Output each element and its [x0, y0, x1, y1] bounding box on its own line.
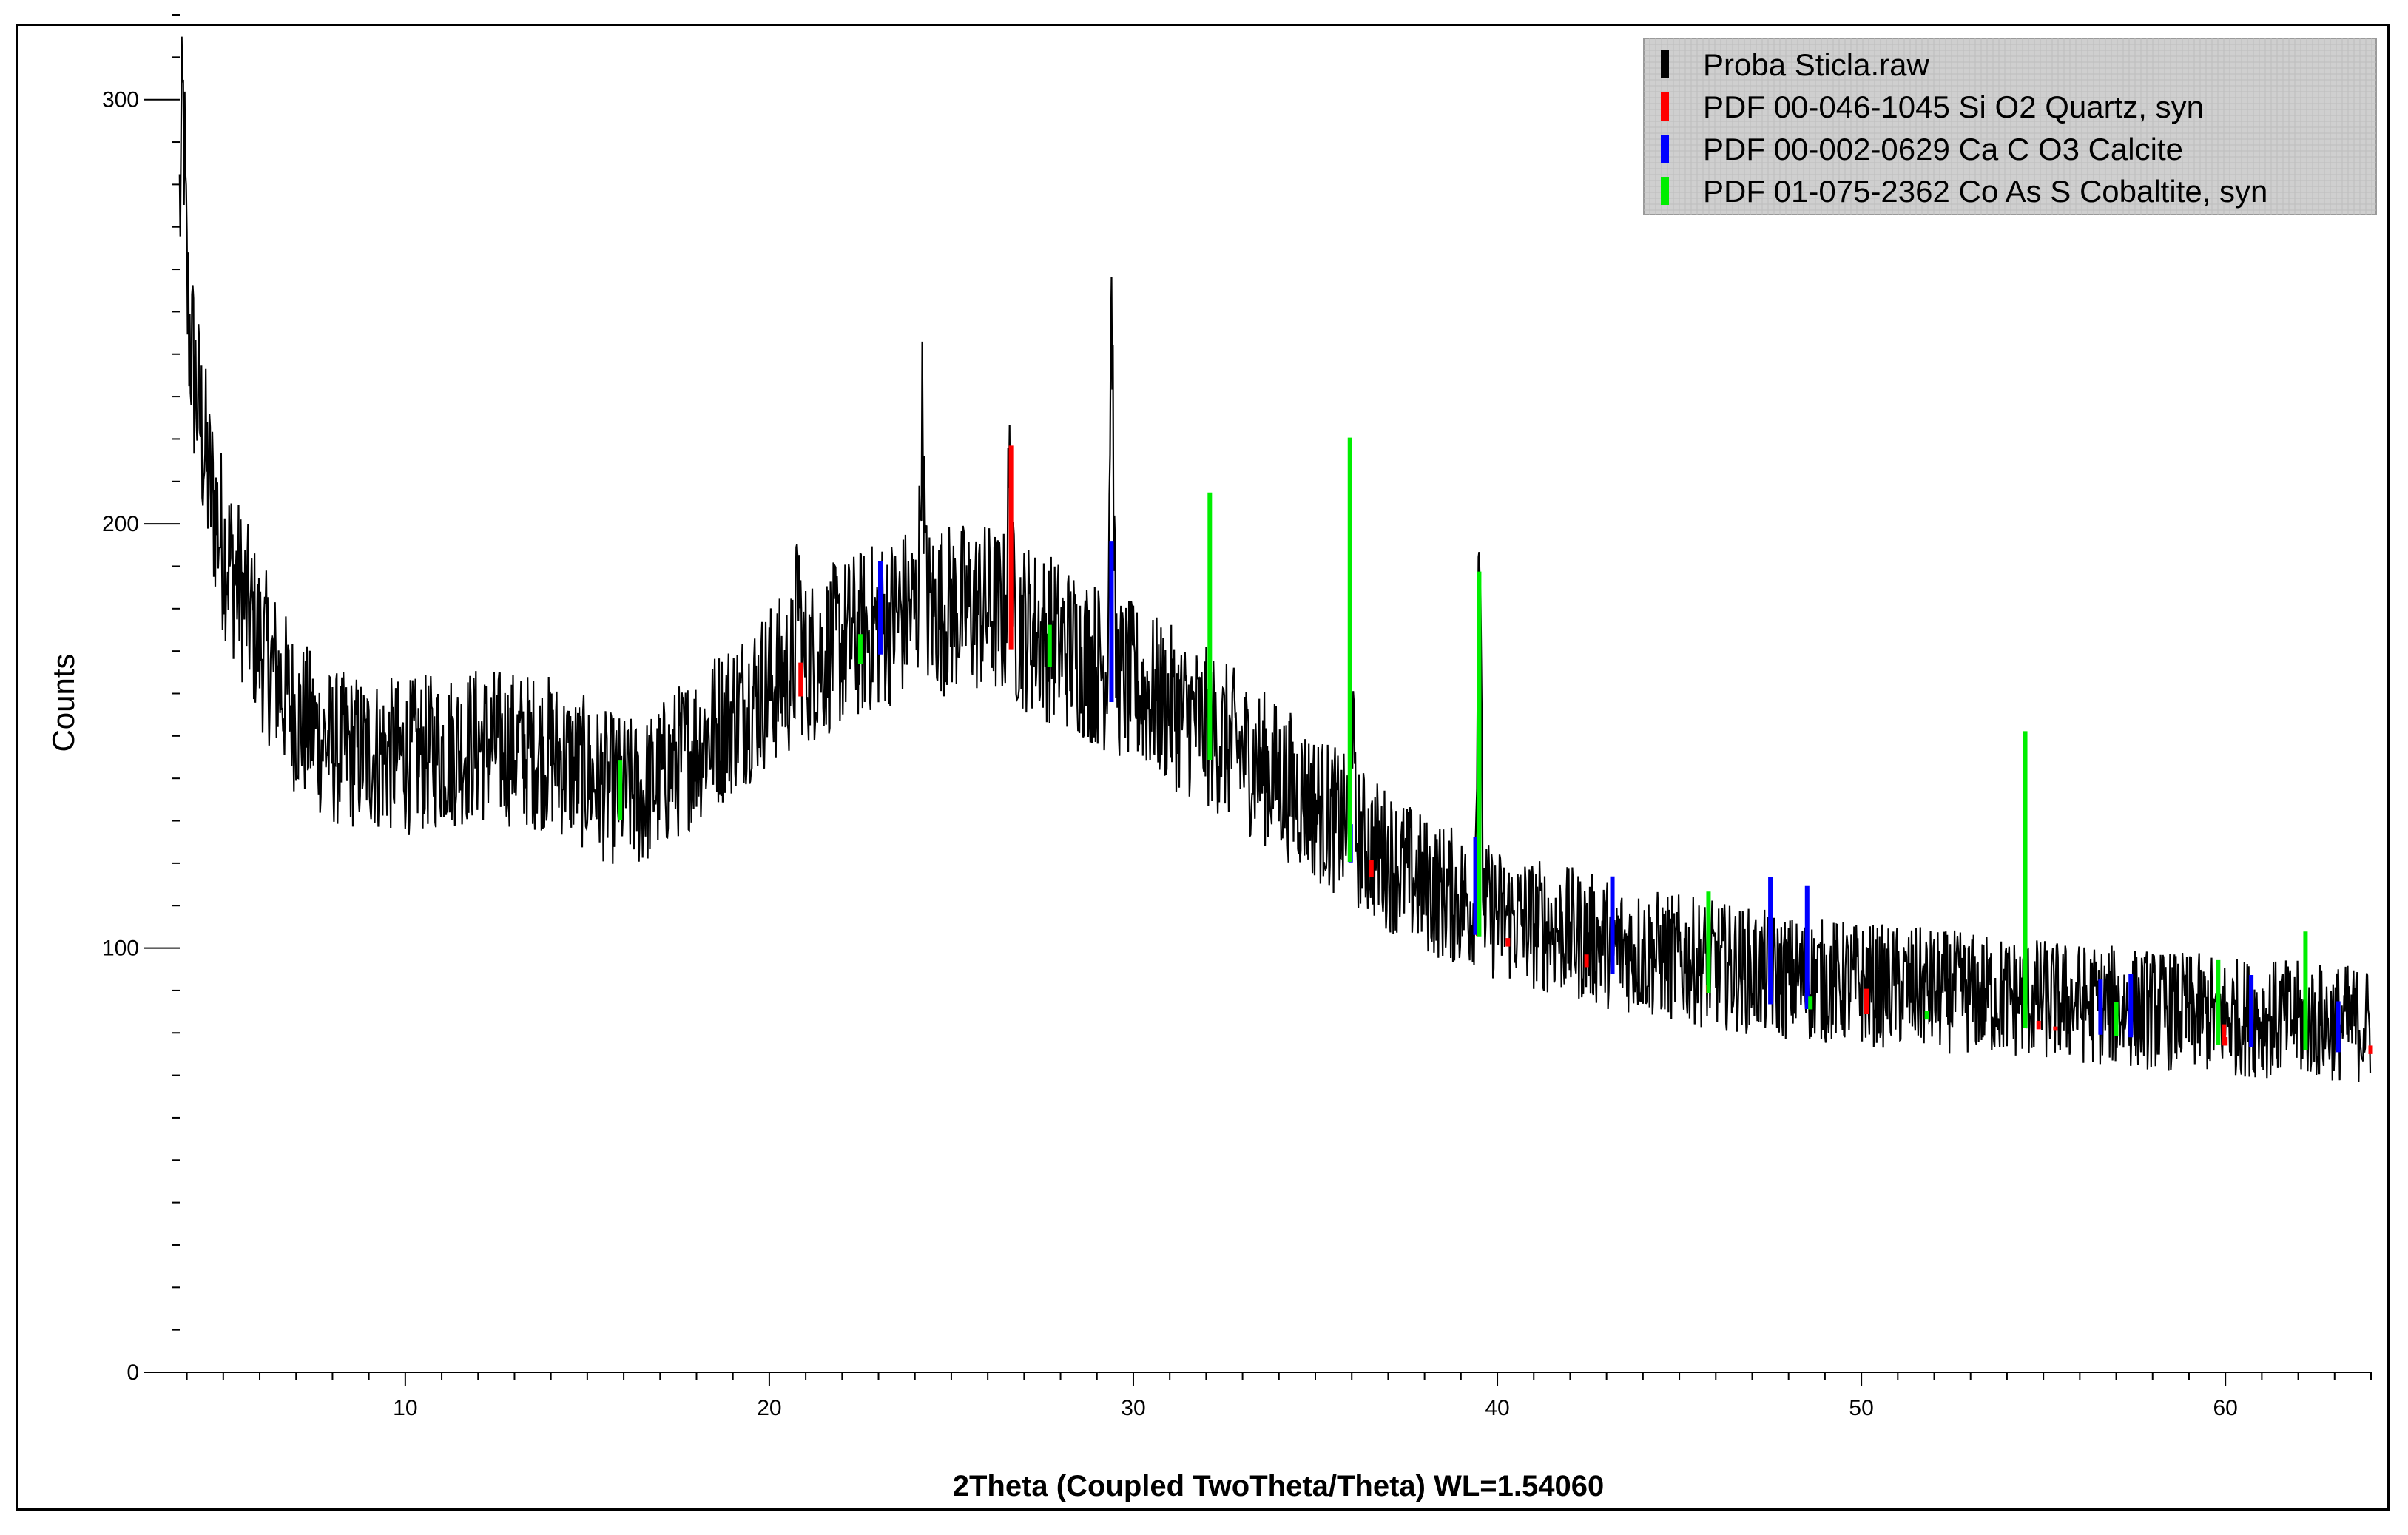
- x-tick-label: 30: [1121, 1396, 1145, 1420]
- legend: Proba Sticla.raw PDF 00-046-1045 Si O2 Qu…: [1643, 38, 2377, 215]
- x-tick-label: 10: [393, 1396, 417, 1420]
- legend-entry: Proba Sticla.raw: [1703, 47, 1929, 82]
- x-axis-title: 2Theta (Coupled TwoTheta/Theta) WL=1.540…: [953, 1470, 1605, 1502]
- x-tick-label: 50: [1849, 1396, 1873, 1420]
- y-tick-label: 200: [102, 512, 139, 536]
- y-axis-title: Counts: [46, 653, 81, 752]
- legend-entry: PDF 00-002-0629 Ca C O3 Calcite: [1703, 132, 2183, 166]
- y-tick-label: 100: [102, 937, 139, 961]
- reference-series-2: [877, 541, 2341, 1053]
- y-tick-label: 300: [102, 88, 139, 112]
- legend-swatch: [1661, 50, 1669, 78]
- legend-swatch: [1661, 92, 1669, 121]
- y-tick-label: 0: [127, 1360, 139, 1385]
- x-tick-label: 60: [2213, 1396, 2237, 1420]
- x-tick-label: 40: [1485, 1396, 1509, 1420]
- x-tick-label: 20: [757, 1396, 781, 1420]
- reference-series-3: [618, 437, 2308, 1050]
- legend-entry: PDF 01-075-2362 Co As S Cobaltite, syn: [1703, 174, 2267, 209]
- raw-pattern-trace: [178, 36, 2372, 1082]
- reference-sticks: [618, 437, 2373, 1054]
- legend-entry: PDF 00-046-1045 Si O2 Quartz, syn: [1703, 90, 2204, 124]
- axes: 10 20 30 40 50 60 0 100 200 300: [102, 14, 2372, 1420]
- legend-swatch: [1661, 177, 1669, 205]
- raw-pattern-line: [178, 36, 2372, 1082]
- legend-swatch: [1661, 135, 1669, 163]
